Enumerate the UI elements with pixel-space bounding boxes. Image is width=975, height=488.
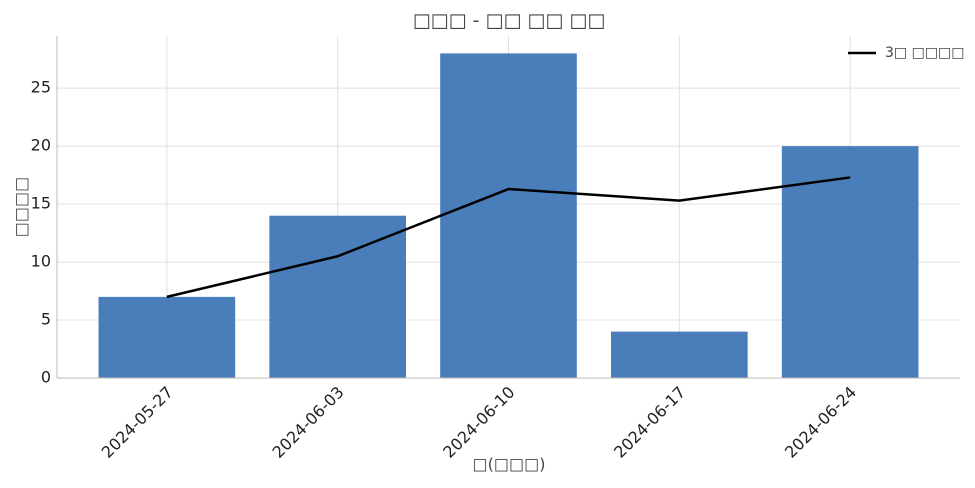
y-tick-label: 25 xyxy=(31,78,51,97)
x-tick-label: 2024-06-24 xyxy=(781,383,860,462)
y-tick-label: 5 xyxy=(41,310,51,329)
y-tick-label: 10 xyxy=(31,252,51,271)
x-tick-label: 2024-06-10 xyxy=(439,383,518,462)
marks xyxy=(98,53,919,378)
x-tick-label: 2024-06-17 xyxy=(610,383,689,462)
bar xyxy=(269,215,407,378)
x-tick-label: 2024-06-03 xyxy=(268,383,347,462)
line-series xyxy=(166,176,851,299)
y-tick-label: 15 xyxy=(31,194,51,213)
chart-title: □□□ - □□ □□ □□ xyxy=(413,10,606,32)
y-axis-label: □□□□ xyxy=(12,177,31,237)
bar xyxy=(98,296,236,378)
y-tick-label: 0 xyxy=(41,368,51,387)
x-axis-label: □(□□□) xyxy=(473,455,546,474)
bar xyxy=(610,331,748,378)
legend-label: 3□ □□□□ xyxy=(885,45,965,61)
y-tick-label: 20 xyxy=(31,136,51,155)
x-tick-label: 2024-05-27 xyxy=(98,383,177,462)
bar xyxy=(440,53,577,378)
bar xyxy=(781,146,919,378)
